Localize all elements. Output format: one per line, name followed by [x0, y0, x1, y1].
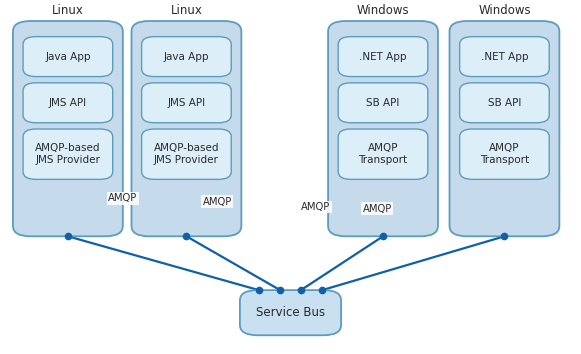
Text: .NET App: .NET App	[480, 52, 528, 62]
FancyBboxPatch shape	[23, 83, 113, 123]
Text: .NET App: .NET App	[359, 52, 407, 62]
FancyBboxPatch shape	[450, 21, 560, 236]
FancyBboxPatch shape	[338, 83, 428, 123]
FancyBboxPatch shape	[131, 21, 241, 236]
FancyBboxPatch shape	[338, 129, 428, 179]
FancyBboxPatch shape	[240, 290, 341, 335]
FancyBboxPatch shape	[23, 37, 113, 76]
FancyBboxPatch shape	[460, 37, 549, 76]
Text: Service Bus: Service Bus	[256, 306, 325, 319]
FancyBboxPatch shape	[328, 21, 438, 236]
Text: AMQP
Transport: AMQP Transport	[480, 143, 529, 165]
Text: AMQP: AMQP	[363, 204, 392, 214]
FancyBboxPatch shape	[142, 129, 231, 179]
FancyBboxPatch shape	[142, 83, 231, 123]
Text: Windows: Windows	[478, 4, 531, 17]
Text: AMQP-based
JMS Provider: AMQP-based JMS Provider	[35, 143, 101, 165]
Text: Java App: Java App	[164, 52, 209, 62]
Text: AMQP
Transport: AMQP Transport	[358, 143, 408, 165]
FancyBboxPatch shape	[460, 83, 549, 123]
Text: Linux: Linux	[52, 4, 84, 17]
Text: SB API: SB API	[488, 98, 521, 108]
FancyBboxPatch shape	[338, 37, 428, 76]
Text: AMQP-based
JMS Provider: AMQP-based JMS Provider	[153, 143, 219, 165]
Text: JMS API: JMS API	[167, 98, 206, 108]
Text: Java App: Java App	[45, 52, 91, 62]
FancyBboxPatch shape	[13, 21, 123, 236]
Text: Linux: Linux	[170, 4, 202, 17]
FancyBboxPatch shape	[23, 129, 113, 179]
Text: AMQP: AMQP	[109, 193, 138, 203]
Text: AMQP: AMQP	[203, 197, 232, 207]
FancyBboxPatch shape	[460, 129, 549, 179]
Text: JMS API: JMS API	[49, 98, 87, 108]
Text: SB API: SB API	[367, 98, 400, 108]
FancyBboxPatch shape	[142, 37, 231, 76]
Text: Windows: Windows	[357, 4, 410, 17]
Text: AMQP: AMQP	[301, 202, 330, 212]
